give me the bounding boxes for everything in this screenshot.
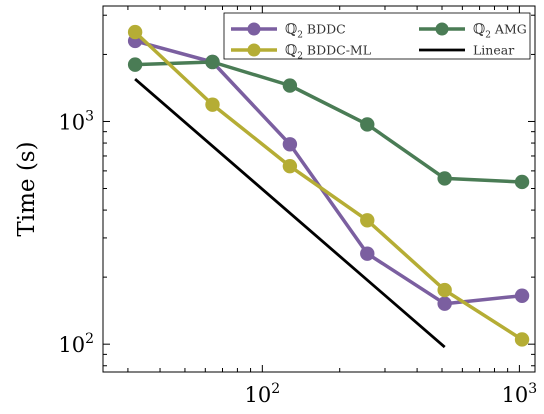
legend-label-q2-bddc: ℚ2 BDDC xyxy=(285,22,346,41)
axis-ticks xyxy=(103,6,535,372)
series-line-q2-bddc-ml xyxy=(133,30,523,341)
data-point-q2-amg xyxy=(127,57,143,72)
data-point-q2-amg xyxy=(437,171,452,186)
data-point-q2-amg xyxy=(205,54,220,70)
data-point-q2-amg xyxy=(282,78,298,93)
series-line-linear xyxy=(134,78,446,349)
data-point-q2-amg xyxy=(514,174,530,190)
data-point-q2-bddc xyxy=(514,288,530,303)
legend-marker-q2-amg xyxy=(435,22,449,36)
legend-marker-q2-bddc-ml xyxy=(247,43,261,57)
series-line-q2-amg xyxy=(135,60,523,184)
y-tick-label: 102 xyxy=(58,331,94,357)
data-point-q2-bddc xyxy=(360,246,375,261)
series-layer xyxy=(127,24,530,349)
data-point-q2-bddc xyxy=(437,296,452,311)
data-point-q2-bddc-ml xyxy=(360,213,375,228)
series-line-q2-bddc xyxy=(134,39,523,306)
data-point-q2-bddc xyxy=(282,137,298,152)
data-point-q2-bddc-ml xyxy=(205,97,220,112)
legend-label-q2-bddc-ml: ℚ2 BDDC-ML xyxy=(285,43,371,62)
legend-label-q2-amg: ℚ2 AMG xyxy=(473,22,527,41)
legend: ℚ2 BDDC ℚ2 AMG ℚ2 BDDC-ML Linear xyxy=(223,12,531,62)
data-point-q2-bddc-ml xyxy=(437,282,452,298)
legend-label-linear: Linear xyxy=(473,43,514,58)
legend-marker-q2-bddc xyxy=(247,22,261,36)
y-axis-title: Time (s) xyxy=(14,141,40,236)
tick-labels: 102 103 102 103 xyxy=(58,108,537,407)
data-point-q2-bddc-ml xyxy=(282,158,298,174)
data-point-q2-amg xyxy=(360,117,375,132)
x-tick-label: 102 xyxy=(244,381,280,407)
y-tick-label: 103 xyxy=(58,108,94,134)
data-point-q2-bddc-ml xyxy=(127,24,143,40)
data-point-q2-bddc-ml xyxy=(514,332,530,347)
x-tick-label: 103 xyxy=(502,381,538,407)
